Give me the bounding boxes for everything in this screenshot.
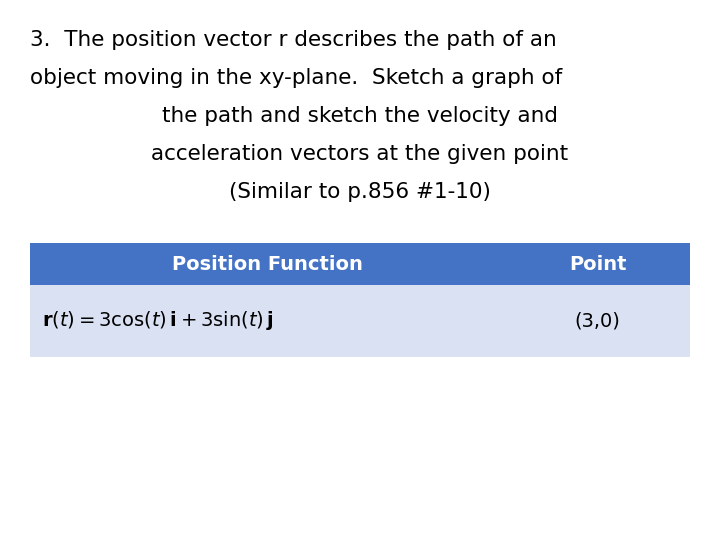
Text: acceleration vectors at the given point: acceleration vectors at the given point bbox=[151, 144, 569, 164]
Text: Position Function: Position Function bbox=[172, 254, 363, 273]
Text: (3,0): (3,0) bbox=[575, 312, 621, 330]
Text: 3.  The position vector r describes the path of an: 3. The position vector r describes the p… bbox=[30, 30, 557, 50]
Text: $\mathbf{r}(t) = 3\cos(t)\,\mathbf{i} + 3\sin(t)\,\mathbf{j}$: $\mathbf{r}(t) = 3\cos(t)\,\mathbf{i} + … bbox=[42, 309, 274, 333]
Bar bbox=[505, 285, 690, 357]
Bar bbox=[505, 243, 690, 285]
Text: the path and sketch the velocity and: the path and sketch the velocity and bbox=[162, 106, 558, 126]
Bar bbox=[30, 243, 505, 285]
Text: Point: Point bbox=[569, 254, 626, 273]
Bar bbox=[30, 285, 505, 357]
Text: object moving in the xy-plane.  Sketch a graph of: object moving in the xy-plane. Sketch a … bbox=[30, 68, 562, 88]
Text: (Similar to p.856 #1-10): (Similar to p.856 #1-10) bbox=[229, 182, 491, 202]
